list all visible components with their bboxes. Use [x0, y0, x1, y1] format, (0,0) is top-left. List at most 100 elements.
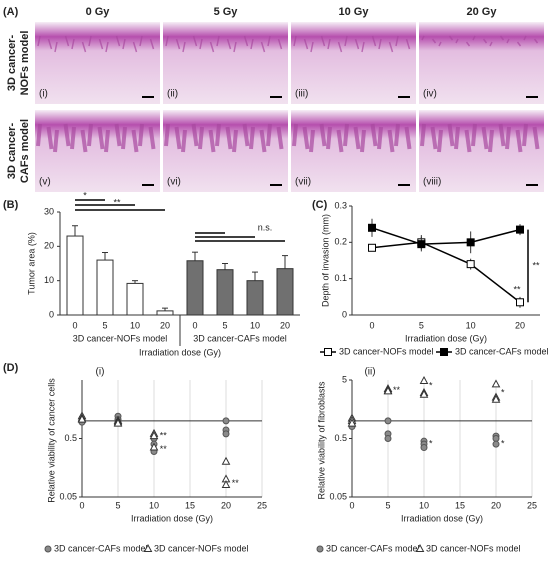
marker [368, 243, 376, 252]
cell-strand [139, 35, 143, 47]
cell-strand [454, 126, 460, 150]
cell-strand [455, 38, 459, 44]
panel-label: (D) [3, 362, 19, 374]
bar [156, 310, 174, 316]
x-tick-label: 10 [419, 500, 429, 510]
cell-strand [46, 126, 54, 150]
cell-strand [337, 41, 343, 53]
marker [221, 480, 231, 489]
cell-strand [164, 123, 170, 147]
panel-label: (C) [312, 199, 328, 211]
cell-strand [387, 129, 395, 153]
cell-strand [276, 126, 284, 150]
marker [419, 389, 429, 398]
cell-strand [267, 35, 271, 47]
series-line [371, 241, 521, 303]
significance-label: ** [232, 478, 240, 488]
cell-strand [302, 126, 310, 150]
marker [221, 456, 231, 465]
cell-strand [53, 129, 59, 153]
cell-strand [489, 41, 493, 47]
image-label: (v) [39, 177, 51, 188]
significance-label: * [429, 381, 433, 391]
panel-title: (ii) [364, 367, 375, 378]
cell-strand [388, 41, 394, 53]
bar [216, 269, 234, 316]
image-label: (iv) [423, 89, 437, 100]
y-tick-label: 0.3 [334, 200, 347, 210]
cell-strand [215, 123, 221, 147]
x-tick-label: 5 [102, 320, 107, 330]
cell-strand [464, 129, 472, 153]
cell-strand [36, 123, 42, 147]
cell-strand [277, 38, 283, 50]
y-axis-label: Relative viability of cancer cells [46, 378, 56, 503]
cell-strand [354, 38, 360, 50]
cell-strand [174, 126, 182, 150]
marker [222, 417, 230, 425]
marker [466, 260, 475, 269]
x-tick-label: 25 [257, 500, 267, 510]
y-tick-label: 0.5 [334, 433, 347, 443]
cell-strand [498, 123, 506, 147]
legend-marker [316, 545, 324, 553]
cell-strand [225, 126, 233, 150]
significance-label: ** [532, 260, 540, 270]
cell-strand [148, 126, 156, 150]
marker [383, 386, 393, 395]
cell-strand [371, 35, 377, 47]
cell-strand [319, 123, 327, 147]
cell-strand [293, 35, 297, 47]
cell-strand [122, 38, 126, 50]
legend-label: 3D cancer-NOFs model [154, 543, 249, 553]
cell-strand [70, 126, 76, 150]
x-tick-label: 5 [222, 320, 227, 330]
marker [149, 442, 159, 451]
panel-label: (B) [3, 199, 19, 211]
cell-strand [481, 126, 489, 150]
cell-strand [320, 35, 326, 47]
cell-strand [216, 35, 220, 47]
x-axis-label: Irradiation dose (Gy) [131, 513, 213, 523]
significance-label: n.s. [258, 222, 273, 232]
cell-strand [421, 35, 425, 41]
marker [384, 417, 392, 425]
series-line [371, 227, 521, 245]
cell-strand [104, 129, 110, 153]
cell-strand [121, 126, 127, 150]
marker [516, 225, 524, 234]
bar [126, 282, 144, 316]
y-tick-label: 0.2 [334, 237, 347, 247]
cell-strand [405, 38, 411, 50]
cell-strand [472, 35, 476, 41]
x-axis-label: Irradiation dose (Gy) [139, 347, 221, 357]
y-tick-label: 20 [44, 241, 54, 251]
cell-strand [260, 41, 266, 53]
cell-strand [175, 38, 181, 50]
cell-strand [482, 38, 488, 44]
image-label: (vii) [295, 177, 311, 188]
column-header: 5 Gy [214, 6, 239, 18]
x-tick-label: 0 [79, 500, 84, 510]
bar [66, 235, 84, 316]
x-tick-label: 0 [349, 500, 354, 510]
legend-label: 3D cancer-CAFs model [54, 543, 148, 553]
micrograph [419, 22, 544, 104]
y-tick-label: 5 [342, 374, 347, 384]
cell-strand [370, 123, 378, 147]
micrograph [163, 22, 288, 104]
cell-strand [97, 126, 105, 150]
cell-strand [448, 35, 454, 41]
legend-label: 3D cancer-NOFs model [426, 543, 521, 553]
cell-strand [327, 38, 331, 50]
cell-strand [465, 41, 471, 47]
cell-strand [533, 38, 539, 44]
x-tick-label: 25 [527, 500, 537, 510]
cell-strand [54, 41, 58, 53]
cell-strand [471, 123, 477, 147]
x-tick-label: 20 [221, 500, 231, 510]
cell-strand [98, 38, 104, 50]
cell-strand [430, 126, 438, 150]
cell-strand [523, 35, 527, 41]
y-tick-label: 10 [44, 275, 54, 285]
